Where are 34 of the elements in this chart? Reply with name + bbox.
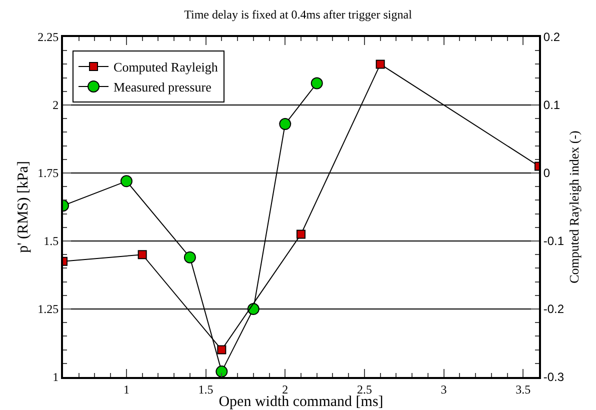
y2-tick-label: 0.2 [543,30,560,44]
legend-label: Measured pressure [114,80,212,95]
y2-tick-label: 0.1 [543,98,560,112]
y-tick-label: 1.5 [44,234,59,248]
y2-tick-label: -0.2 [543,302,564,316]
y-tick-label: 1.25 [38,302,59,316]
point [376,60,385,69]
x-tick-label: 3 [440,382,447,396]
x-tick-label: 1.5 [198,382,214,396]
x-tick-label: 1 [123,382,130,396]
point [216,366,228,377]
y2-axis-title: Computed Rayleigh index (-) [566,130,582,284]
point [279,118,292,130]
point [310,77,323,90]
y-tick-label: 1 [52,370,59,384]
point [138,250,147,260]
y-tick-label: 1.75 [38,166,59,180]
legend-label: Computed Rayleigh [114,60,218,75]
point [184,251,196,264]
y-tick-label: 2 [52,98,59,112]
point [120,175,132,188]
x-tick-label: 2 [282,382,288,396]
y2-tick-label: -0.3 [543,370,564,384]
point [296,230,306,239]
chart-title: Time delay is fixed at 0.4ms after trigger signal [184,8,413,22]
y2-tick-label: -0.1 [543,234,564,248]
point [247,303,260,315]
y-axis-title: p' (RMS) [kPa] [15,161,32,253]
point [217,345,226,354]
x-axis-title: Open width command [ms] [218,394,384,410]
y2-tick-label: 0 [543,166,550,180]
y-tick-label: 2.25 [38,30,59,44]
x-tick-label: 3.5 [516,382,531,396]
x-tick-label: 2.5 [356,382,372,396]
